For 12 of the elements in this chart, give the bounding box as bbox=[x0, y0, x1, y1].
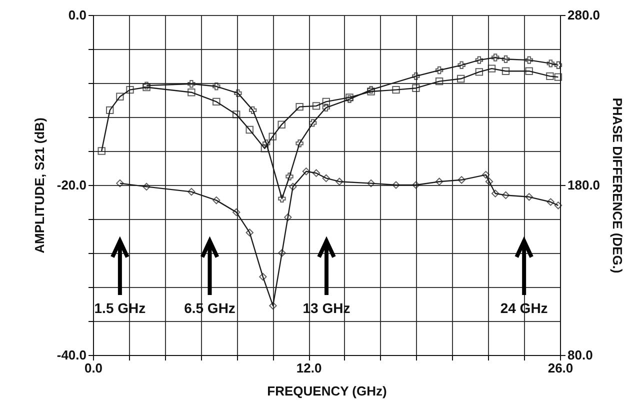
y2-axis-title: PHASE DIFFERENCE (DEG.) bbox=[610, 98, 626, 274]
x-tick-label: 12.0 bbox=[296, 360, 322, 376]
y-axis-title: AMPLITUDE, S21 (dB) bbox=[32, 118, 47, 254]
y-tick-label: -20.0 bbox=[56, 178, 86, 192]
y2-tick-label: 80.0 bbox=[568, 348, 593, 362]
x-tick-label: 0.0 bbox=[84, 360, 103, 376]
x-axis-title: FREQUENCY (GHz) bbox=[267, 384, 387, 398]
y2-tick-label: 280.0 bbox=[568, 8, 600, 22]
y-tick-label: -40.0 bbox=[56, 348, 86, 362]
y2-tick-label: 180.0 bbox=[568, 178, 600, 192]
y-tick-label: 0.0 bbox=[68, 8, 86, 22]
x-tick-label: 26.0 bbox=[548, 360, 574, 376]
